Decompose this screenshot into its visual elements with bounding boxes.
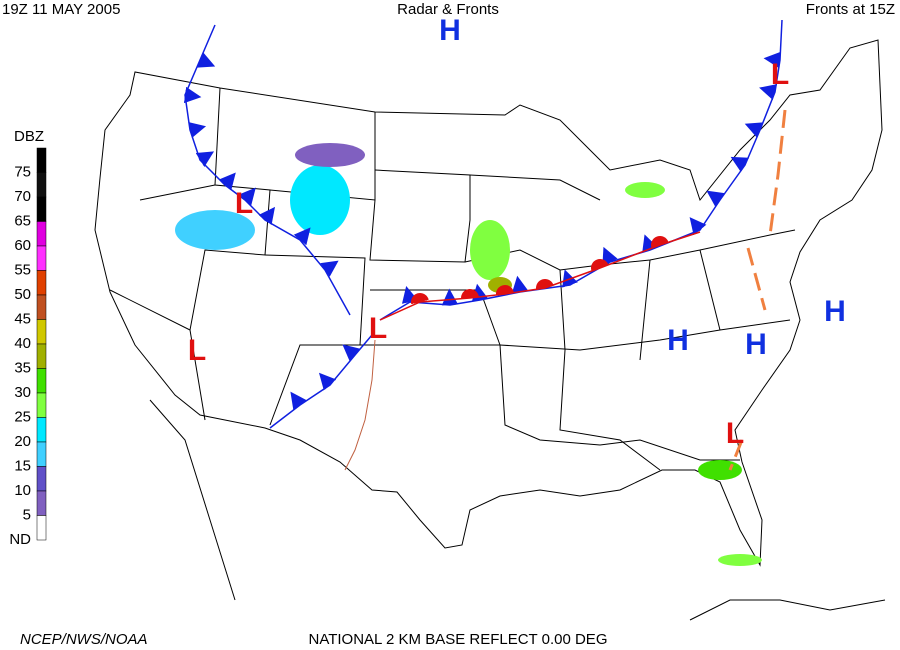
- legend-label: 5: [23, 506, 31, 523]
- cold-front: [183, 24, 351, 316]
- legend-swatch: [36, 294, 47, 320]
- radar-echo: [295, 143, 365, 167]
- legend-label: 75: [14, 163, 31, 180]
- pressure-center: L: [771, 58, 789, 91]
- pressure-centers: H L L L L H H H L: [188, 14, 846, 450]
- pressure-center: L: [369, 312, 387, 345]
- trough: [768, 109, 787, 236]
- pressure-center: H: [745, 328, 767, 361]
- radar-echo: [290, 165, 350, 235]
- legend-swatch: [36, 270, 47, 296]
- legend-swatch: [36, 221, 47, 247]
- legend-swatch: [36, 392, 47, 418]
- pressure-center: H: [824, 295, 846, 328]
- legend-label: 10: [14, 482, 31, 499]
- header-time: 19Z 11 MAY 2005: [2, 1, 120, 18]
- header-fronts: Fronts at 15Z: [806, 1, 895, 18]
- radar-echo: [698, 460, 742, 480]
- legend-swatch: [36, 172, 47, 198]
- legend-swatch: [36, 466, 47, 492]
- pressure-center: L: [726, 417, 744, 450]
- legend-swatch: [36, 515, 47, 541]
- legend-swatch: [36, 417, 47, 443]
- legend-label: 70: [14, 188, 31, 205]
- legend-swatch: [36, 196, 47, 222]
- legend-title: DBZ: [14, 128, 44, 145]
- cold-front: [269, 334, 373, 429]
- radar-echo: [718, 554, 762, 566]
- pressure-center: H: [667, 324, 689, 357]
- legend-label: 35: [14, 359, 31, 376]
- legend-label: 40: [14, 335, 31, 352]
- legend-label: 20: [14, 433, 31, 450]
- fronts: [183, 19, 787, 471]
- radar-echo: [470, 220, 510, 280]
- trough: [746, 247, 767, 311]
- legend-label: 45: [14, 310, 31, 327]
- legend: DBZ 75 70 65 60 55 50 45 40 35 30 25 20 15 10 5 ND: [9, 128, 47, 548]
- legend-swatch: [36, 441, 47, 467]
- legend-label: ND: [9, 531, 31, 548]
- legend-label: 30: [14, 384, 31, 401]
- legend-label: 55: [14, 261, 31, 278]
- legend-label: 25: [14, 408, 31, 425]
- radar-echo: [488, 277, 512, 293]
- legend-swatch: [36, 245, 47, 271]
- header-title: Radar & Fronts: [397, 1, 499, 18]
- footer-product: NATIONAL 2 KM BASE REFLECT 0.00 DEG: [309, 631, 608, 648]
- legend-swatch: [36, 319, 47, 345]
- dry-line: [344, 339, 376, 471]
- legend-label: 65: [14, 212, 31, 229]
- legend-swatch: [36, 368, 47, 394]
- legend-swatch: [36, 490, 47, 516]
- legend-label: 15: [14, 457, 31, 474]
- legend-label: 60: [14, 237, 31, 254]
- pressure-center: H: [439, 14, 461, 47]
- legend-label: 50: [14, 286, 31, 303]
- radar-echo: [625, 182, 665, 198]
- pressure-center: L: [188, 334, 206, 367]
- legend-swatch: [36, 343, 47, 369]
- pressure-center: L: [235, 187, 253, 220]
- legend-swatch: [36, 147, 47, 173]
- footer-credit: NCEP/NWS/NOAA: [20, 631, 148, 648]
- trough: [728, 439, 744, 471]
- warm-front: [379, 231, 701, 321]
